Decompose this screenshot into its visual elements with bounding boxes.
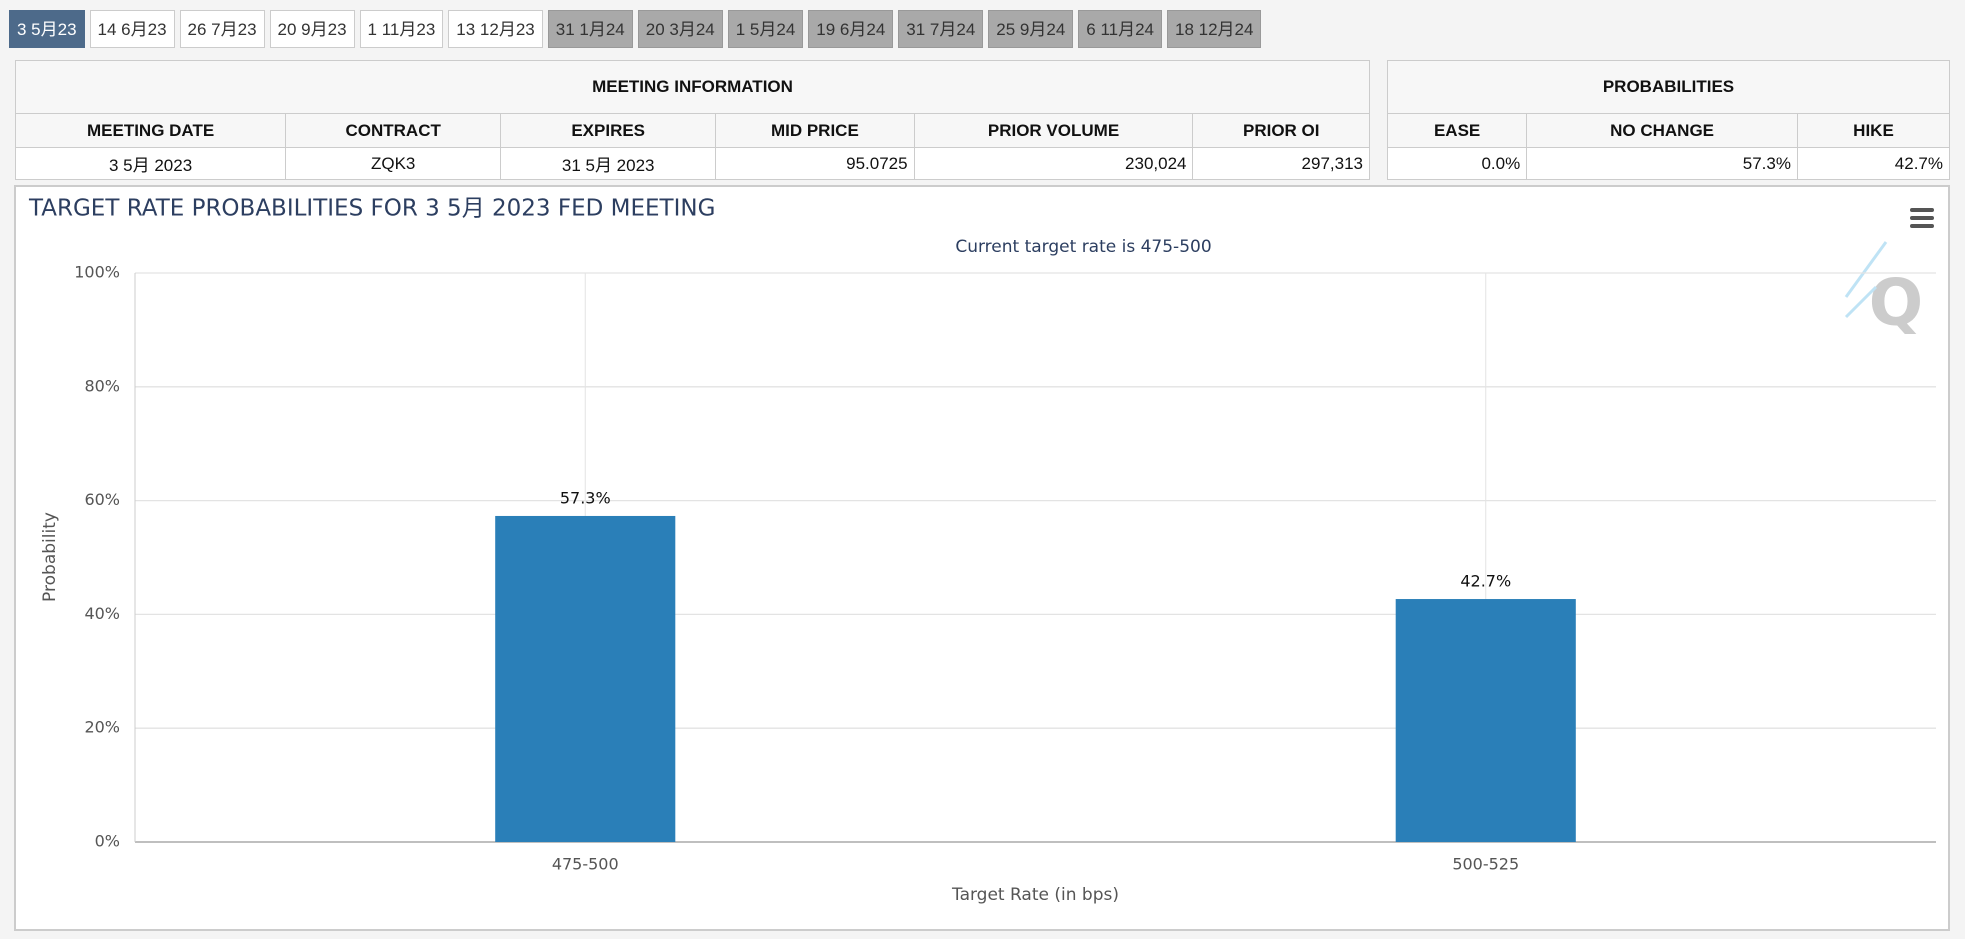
tab[interactable]: 1 5月24 xyxy=(727,10,804,48)
tab[interactable]: 31 7月24 xyxy=(898,10,984,48)
y-tick-label: 40% xyxy=(84,604,120,623)
tab[interactable]: 6 11月24 xyxy=(1078,10,1163,48)
y-tick-label: 20% xyxy=(84,718,120,737)
x-axis-label: Target Rate (in bps) xyxy=(951,885,1119,905)
cell: 57.3% xyxy=(1526,147,1798,180)
column-header: HIKE xyxy=(1796,113,1951,148)
header-row: MEETING DATE CONTRACT EXPIRES MID PRICE PRIO… xyxy=(14,113,1370,148)
column-header: PRIOR VOLUME xyxy=(913,113,1194,148)
y-tick-label: 60% xyxy=(84,490,120,509)
tab[interactable]: 26 7月23 xyxy=(179,10,265,48)
column-header: EASE xyxy=(1386,113,1528,148)
data-label: 42.7% xyxy=(1460,572,1511,591)
table-title: PROBABILITIES xyxy=(1387,60,1950,114)
header-row: EASE NO CHANGE HIKE xyxy=(1386,113,1951,148)
cell: ZQK3 xyxy=(285,147,502,180)
cell: 3 5月 2023 xyxy=(14,147,287,180)
column-header: EXPIRES xyxy=(500,113,717,148)
title-row: PROBABILITIES xyxy=(1387,60,1950,114)
table-title: MEETING INFORMATION xyxy=(15,60,1370,114)
column-header: PRIOR OI xyxy=(1192,113,1370,148)
meeting-table: MEETING INFORMATION MEETING DATE CONTRACT E… xyxy=(14,60,1370,180)
tab[interactable]: 20 9月23 xyxy=(269,10,355,48)
cell: 42.7% xyxy=(1796,147,1951,180)
chart-panel: Q TARGET RATE PROBABILITIES FOR 3 5月 202… xyxy=(14,185,1950,931)
data-row: 0.0% 57.3% 42.7% xyxy=(1386,147,1951,180)
tab[interactable]: 1 11月23 xyxy=(359,10,444,48)
data-row: 3 5月 2023 ZQK3 31 5月 2023 95.0725 230,024 297… xyxy=(14,147,1370,180)
chart-title: TARGET RATE PROBABILITIES FOR 3 5月 2023 … xyxy=(28,196,715,222)
tab[interactable]: 31 1月24 xyxy=(547,10,633,48)
column-header: NO CHANGE xyxy=(1526,113,1798,148)
tab[interactable]: 18 12月24 xyxy=(1167,10,1262,48)
y-tick-label: 100% xyxy=(74,263,120,282)
tab[interactable]: 19 6月24 xyxy=(808,10,894,48)
cell: 230,024 xyxy=(913,147,1194,180)
column-header: MID PRICE xyxy=(715,113,915,148)
tab[interactable]: 3 5月23 xyxy=(9,10,85,48)
chart: Q TARGET RATE PROBABILITIES FOR 3 5月 202… xyxy=(28,196,1936,905)
bar xyxy=(1395,599,1576,842)
svg-text:Q: Q xyxy=(1869,267,1923,341)
column-header: MEETING DATE xyxy=(14,113,287,148)
cell: 297,313 xyxy=(1192,147,1370,180)
data-label: 57.3% xyxy=(560,488,611,507)
cell: 31 5月 2023 xyxy=(500,147,717,180)
x-tick-label: 500-525 xyxy=(1452,855,1519,874)
column-header: CONTRACT xyxy=(285,113,502,148)
probability-table: PROBABILITIES EASE NO CHANGE HIKE 0.0% 57.3% 4… xyxy=(1386,60,1951,180)
watermark-logo: Q xyxy=(1844,241,1923,341)
tab[interactable]: 13 12月23 xyxy=(448,10,543,48)
chart-subtitle: Current target rate is 475-500 xyxy=(955,237,1211,257)
cell: 0.0% xyxy=(1386,147,1528,180)
tab[interactable]: 25 9月24 xyxy=(988,10,1074,48)
y-tick-label: 0% xyxy=(95,832,120,851)
y-tick-label: 80% xyxy=(84,376,120,395)
x-tick-label: 475-500 xyxy=(552,855,619,874)
tab[interactable]: 20 3月24 xyxy=(637,10,723,48)
menu-icon[interactable] xyxy=(1910,208,1934,228)
bar xyxy=(495,515,676,842)
y-axis-label: Probability xyxy=(40,512,60,602)
title-row: MEETING INFORMATION xyxy=(15,60,1370,114)
tab-bar: 3 5月23 14 6月23 26 7月23 20 9月23 1 11月23 13 12月… xyxy=(9,10,1262,48)
tab[interactable]: 14 6月23 xyxy=(89,10,175,48)
cell: 95.0725 xyxy=(715,147,915,180)
